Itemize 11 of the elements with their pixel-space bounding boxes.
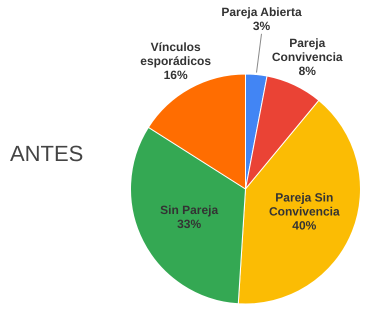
slice-label: Vínculos esporádicos: [140, 40, 212, 68]
slice-label: Pareja Convivencia: [272, 36, 343, 64]
text: ANTES: [10, 141, 84, 166]
data-label: 16%: [164, 68, 188, 82]
slice-label: Pareja Abierta: [221, 5, 302, 20]
data-label: 8%: [298, 64, 316, 78]
data-label: 3%: [252, 19, 270, 34]
slice-label: Sin Pareja: [160, 203, 218, 218]
data-label: 33%: [177, 217, 202, 232]
slice-label: Pareja Sin Convivencia: [268, 190, 340, 219]
data-label: 40%: [292, 218, 317, 233]
